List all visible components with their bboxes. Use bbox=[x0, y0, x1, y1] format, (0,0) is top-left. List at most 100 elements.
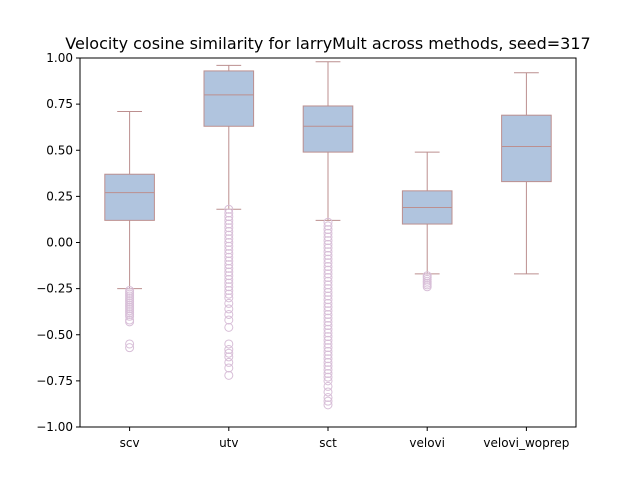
outlier-point bbox=[224, 345, 234, 355]
outlier-point bbox=[224, 348, 234, 358]
outlier-point bbox=[224, 245, 234, 255]
y-tick-label: −0.50 bbox=[36, 328, 73, 342]
outlier-point bbox=[323, 269, 333, 279]
outlier-point bbox=[224, 234, 234, 244]
x-tick-label: velovi bbox=[409, 436, 445, 450]
outlier-point bbox=[323, 309, 333, 319]
outlier-point bbox=[224, 208, 234, 218]
outlier-point bbox=[323, 387, 333, 397]
outlier-point bbox=[323, 396, 333, 406]
outlier-point bbox=[323, 365, 333, 375]
outlier-point bbox=[422, 282, 432, 292]
chart-title: Velocity cosine similarity for larryMult… bbox=[65, 34, 590, 53]
y-tick-label: −0.75 bbox=[36, 374, 73, 388]
x-tick-label: scv bbox=[120, 436, 140, 450]
outlier-point bbox=[224, 363, 234, 373]
plot-area bbox=[104, 61, 552, 410]
outlier-point bbox=[323, 247, 333, 257]
outlier-point bbox=[323, 372, 333, 382]
iqr-box bbox=[302, 105, 354, 153]
outlier-point bbox=[323, 376, 333, 386]
outlier-point bbox=[323, 350, 333, 360]
x-tick-label: utv bbox=[219, 436, 238, 450]
outlier-point bbox=[224, 289, 234, 299]
outlier-point bbox=[224, 260, 234, 270]
outlier-point bbox=[323, 239, 333, 249]
outlier-point bbox=[323, 306, 333, 316]
outlier-point bbox=[323, 265, 333, 275]
outlier-point bbox=[224, 322, 234, 332]
y-tick-label: −1.00 bbox=[36, 420, 73, 434]
outlier-point bbox=[224, 263, 234, 273]
y-tick-label: −0.25 bbox=[36, 282, 73, 296]
outlier-point bbox=[323, 276, 333, 286]
outlier-point bbox=[323, 295, 333, 305]
outlier-point bbox=[323, 343, 333, 353]
outlier-point bbox=[323, 261, 333, 271]
outlier-point bbox=[224, 278, 234, 288]
box-group-sct bbox=[302, 61, 354, 410]
outlier-point bbox=[323, 236, 333, 246]
outlier-point bbox=[224, 230, 234, 240]
outlier-point bbox=[224, 256, 234, 266]
outlier-point bbox=[323, 280, 333, 290]
outlier-point bbox=[323, 317, 333, 327]
outlier-point bbox=[224, 339, 234, 349]
outlier-point bbox=[323, 298, 333, 308]
outlier-point bbox=[323, 354, 333, 364]
outlier-point bbox=[224, 238, 234, 247]
outlier-point bbox=[224, 204, 234, 214]
outlier-point bbox=[224, 315, 234, 325]
iqr-box bbox=[104, 173, 155, 221]
box-group-scv bbox=[104, 111, 155, 353]
iqr-box bbox=[203, 70, 255, 127]
outlier-point bbox=[323, 346, 333, 356]
outlier-point bbox=[323, 313, 333, 323]
outlier-point bbox=[323, 225, 333, 235]
outlier-point bbox=[323, 302, 333, 312]
outlier-point bbox=[224, 298, 234, 308]
outlier-point bbox=[323, 328, 333, 338]
x-tick-label: velovi_woprep bbox=[483, 436, 569, 450]
outlier-point bbox=[125, 317, 135, 327]
y-tick-label: 0.00 bbox=[46, 236, 73, 250]
outlier-point bbox=[224, 223, 234, 233]
outlier-point bbox=[224, 304, 234, 314]
outlier-point bbox=[224, 226, 234, 236]
outlier-point bbox=[323, 254, 333, 264]
outlier-point bbox=[224, 274, 234, 284]
outlier-point bbox=[323, 287, 333, 297]
outlier-point bbox=[323, 368, 333, 378]
outlier-point bbox=[224, 309, 234, 319]
outlier-point bbox=[224, 271, 234, 281]
outlier-point bbox=[224, 282, 234, 292]
y-tick-label: 0.50 bbox=[46, 143, 73, 157]
outlier-point bbox=[323, 321, 333, 331]
outlier-point bbox=[224, 352, 234, 362]
outlier-point bbox=[323, 324, 333, 334]
outlier-point bbox=[125, 343, 135, 353]
outlier-point bbox=[323, 339, 333, 349]
outlier-point bbox=[224, 293, 234, 303]
outlier-point bbox=[224, 219, 234, 229]
outlier-point bbox=[323, 273, 333, 283]
outlier-point bbox=[125, 311, 135, 321]
outlier-point bbox=[224, 357, 234, 367]
box-group-velovi bbox=[401, 151, 453, 292]
outlier-point bbox=[323, 217, 333, 227]
outlier-point bbox=[323, 392, 333, 402]
outlier-point bbox=[323, 332, 333, 342]
outlier-point bbox=[323, 335, 333, 345]
x-tick-label: sct bbox=[319, 436, 337, 450]
outlier-point bbox=[323, 243, 333, 253]
outlier-point bbox=[224, 285, 234, 295]
y-tick-label: 0.25 bbox=[46, 189, 73, 203]
outlier-point bbox=[224, 249, 234, 259]
outlier-point bbox=[323, 357, 333, 367]
outlier-point bbox=[224, 215, 234, 225]
outlier-point bbox=[323, 361, 333, 371]
outlier-point bbox=[125, 339, 135, 349]
outlier-point bbox=[323, 400, 333, 410]
outlier-point bbox=[323, 258, 333, 268]
